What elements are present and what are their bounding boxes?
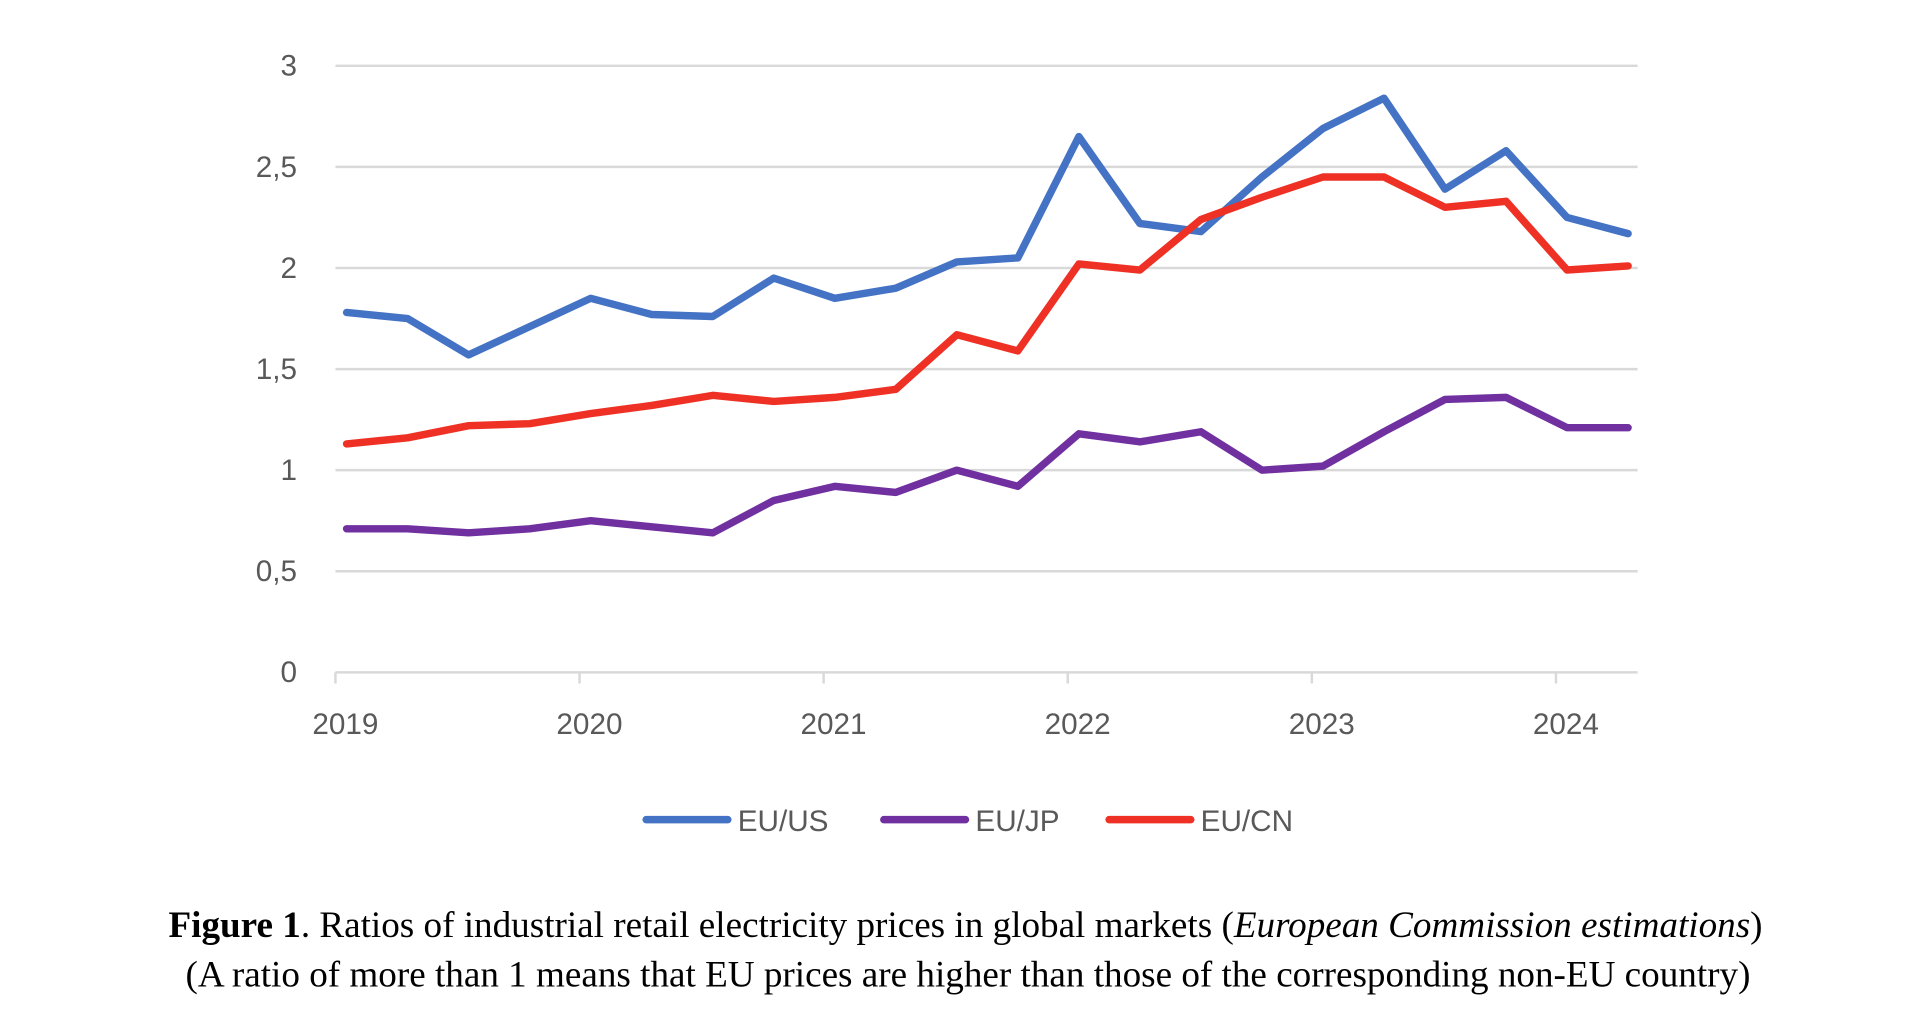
x-tick-label: 2021	[801, 708, 867, 741]
caption-label: Figure 1	[168, 905, 300, 946]
y-tick-label: 0,5	[256, 555, 297, 588]
figure-caption-line2: (A ratio of more than 1 means that EU pr…	[185, 955, 1750, 996]
legend-label: EU/US	[738, 805, 829, 838]
x-tick-label: 2022	[1045, 708, 1111, 741]
x-tick-label: 2024	[1533, 708, 1599, 741]
legend-label: EU/CN	[1201, 805, 1293, 838]
x-axis: 2019 2020 2021 2022 2023 2024	[312, 671, 1638, 741]
series-line-eu-jp	[342, 393, 1632, 537]
y-tick-label: 1	[281, 454, 298, 487]
series-line-eu-cn	[342, 173, 1632, 448]
figure-caption-line1: Figure 1. Ratios of industrial retail el…	[168, 905, 1762, 946]
x-tick-label: 2023	[1289, 708, 1355, 741]
series-line-eu-us	[342, 94, 1632, 359]
y-tick-label: 2,5	[256, 151, 297, 184]
y-tick-label: 2	[281, 252, 298, 285]
series-lines	[342, 94, 1632, 537]
caption-source: European Commission estimations	[1233, 905, 1750, 946]
legend: EU/US EU/JP EU/CN	[642, 805, 1293, 838]
caption-text: . Ratios of industrial retail electricit…	[301, 905, 1234, 946]
y-tick-label: 3	[281, 50, 298, 83]
x-tick-label: 2020	[556, 708, 622, 741]
y-tick-label: 0	[281, 656, 298, 689]
x-tick-label: 2019	[312, 708, 378, 741]
y-axis: 0 0,5 1 1,5 2 2,5 3	[256, 50, 297, 690]
y-tick-label: 1,5	[256, 353, 297, 386]
gridlines	[335, 64, 1638, 573]
legend-label: EU/JP	[975, 805, 1059, 838]
caption-end: )	[1750, 905, 1762, 946]
